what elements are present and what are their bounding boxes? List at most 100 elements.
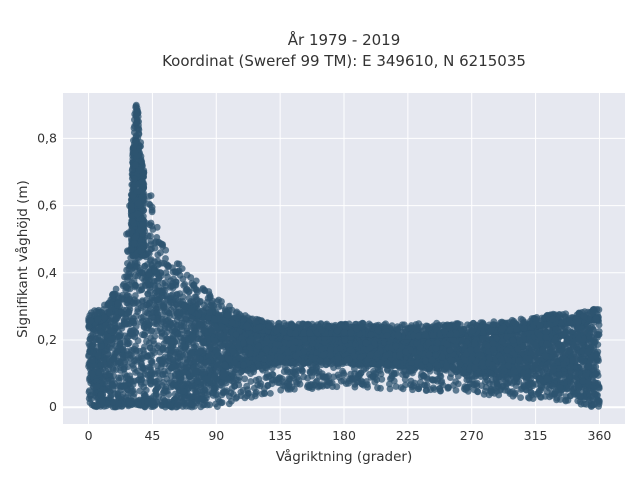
data-point <box>144 371 152 379</box>
data-point <box>197 347 205 355</box>
data-point <box>134 337 142 345</box>
data-point <box>478 359 486 367</box>
data-point <box>566 333 573 341</box>
data-point <box>556 348 564 355</box>
data-point <box>185 373 192 381</box>
data-point <box>550 366 557 374</box>
data-point <box>160 387 168 394</box>
data-point <box>172 346 180 354</box>
data-point <box>153 309 161 316</box>
data-point <box>192 342 200 350</box>
data-point <box>218 323 226 330</box>
data-point <box>534 356 542 364</box>
data-point <box>479 334 487 342</box>
data-point <box>145 270 153 278</box>
data-point <box>255 342 262 350</box>
data-point <box>134 367 141 375</box>
data-point <box>97 343 105 350</box>
data-point <box>542 328 550 336</box>
data-point <box>168 379 176 386</box>
data-point <box>118 309 125 316</box>
data-point <box>231 358 238 366</box>
data-point <box>112 315 120 323</box>
data-point <box>143 301 151 309</box>
data-point <box>564 347 572 355</box>
data-point <box>147 366 155 373</box>
data-point <box>115 338 123 346</box>
data-point <box>132 348 140 355</box>
data-point <box>468 355 476 362</box>
data-point <box>179 337 186 345</box>
data-point <box>384 359 391 367</box>
data-point <box>527 338 535 346</box>
data-point <box>377 359 385 367</box>
data-point <box>498 338 506 345</box>
data-point <box>425 351 433 359</box>
data-point <box>555 341 562 349</box>
data-point <box>229 348 237 356</box>
data-point <box>101 348 108 355</box>
data-point <box>119 346 127 353</box>
data-point <box>509 336 517 344</box>
data-point <box>302 343 310 350</box>
data-point <box>446 347 454 354</box>
data-point <box>196 374 203 381</box>
data-point <box>156 375 163 383</box>
plot-area <box>63 93 625 424</box>
data-point <box>515 357 523 364</box>
data-point <box>493 335 500 342</box>
data-point <box>591 379 598 386</box>
data-point <box>115 333 123 340</box>
data-point <box>318 346 325 354</box>
data-point <box>144 290 152 298</box>
data-point <box>137 376 145 383</box>
data-point <box>471 340 479 348</box>
data-point <box>158 382 166 389</box>
data-point <box>120 366 128 373</box>
data-point <box>159 310 167 318</box>
data-point <box>133 262 141 270</box>
data-point <box>221 361 229 369</box>
data-point <box>199 369 207 376</box>
data-point <box>178 331 186 338</box>
data-point <box>151 370 159 378</box>
data-point <box>551 336 559 344</box>
data-point <box>497 344 504 352</box>
data-point <box>584 378 592 386</box>
data-point <box>115 376 123 384</box>
data-point <box>443 340 451 348</box>
data-point <box>491 356 499 364</box>
data-point <box>220 369 228 377</box>
data-point <box>489 340 497 347</box>
data-point <box>253 332 261 340</box>
data-point <box>569 338 577 346</box>
data-point <box>240 361 248 369</box>
data-point <box>356 354 364 361</box>
data-point <box>114 357 122 365</box>
data-point <box>392 359 400 366</box>
data-point <box>277 354 285 362</box>
data-point <box>207 344 215 352</box>
data-point <box>519 342 527 350</box>
data-point <box>477 352 485 359</box>
data-point <box>143 352 151 360</box>
data-point <box>132 312 140 320</box>
data-point <box>439 353 446 361</box>
data-point <box>217 379 225 386</box>
scatter-points <box>85 101 603 411</box>
data-point <box>137 359 145 367</box>
data-point <box>154 304 162 311</box>
data-point <box>489 345 497 353</box>
chart-subtitle: Koordinat (Sweref 99 TM): E 349610, N 62… <box>162 52 526 70</box>
data-point <box>140 313 147 321</box>
data-point <box>106 370 114 378</box>
data-point <box>142 386 150 394</box>
data-point <box>132 342 139 350</box>
data-point <box>163 375 171 383</box>
data-point <box>577 356 585 364</box>
data-point <box>97 328 105 336</box>
data-point <box>126 375 134 383</box>
data-point <box>260 340 268 347</box>
data-point <box>488 370 495 378</box>
